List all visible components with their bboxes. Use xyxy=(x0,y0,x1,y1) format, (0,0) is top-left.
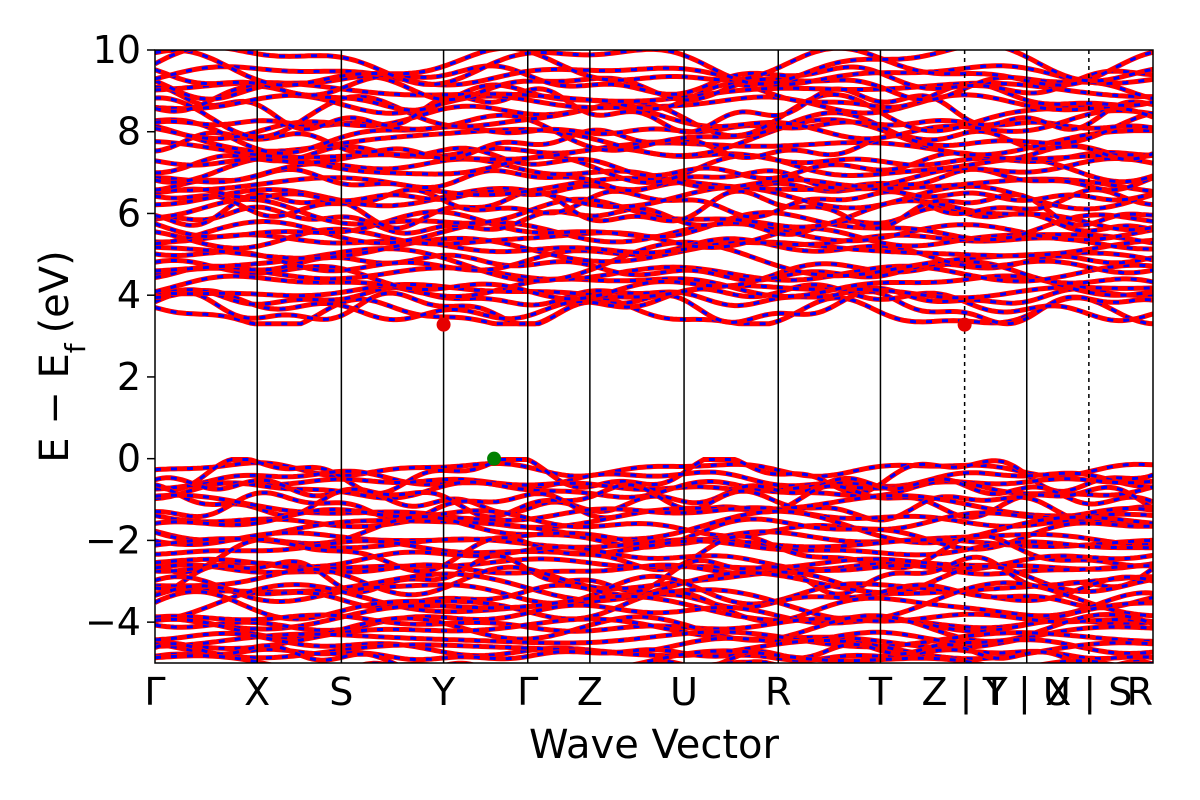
x-tick-label: Z xyxy=(577,670,603,714)
y-axis-title-unit: (eV) xyxy=(32,250,78,333)
y-axis-title-sub: f xyxy=(59,342,92,353)
x-tick-label: X xyxy=(244,670,270,714)
band-line-solid xyxy=(155,593,1153,632)
band-line-dashed xyxy=(155,50,1153,87)
x-axis-title: Wave Vector xyxy=(529,722,780,768)
band-line-dashed xyxy=(155,93,1153,139)
x-tick-label: S xyxy=(329,670,353,714)
plot-frame xyxy=(154,49,1154,664)
band-line-dashed xyxy=(155,477,1153,493)
y-axis-title-main: E − E xyxy=(32,353,78,463)
band-line-dashed xyxy=(155,81,1153,103)
band-line-dashed xyxy=(155,458,1153,496)
band-line-solid xyxy=(155,285,1153,309)
band-line-solid xyxy=(155,50,1153,88)
band-line-dashed xyxy=(155,153,1153,185)
band-line-dashed xyxy=(155,111,1153,155)
band-line-dashed xyxy=(155,590,1153,623)
band-line-dashed xyxy=(155,82,1153,113)
band-line-solid xyxy=(155,235,1153,265)
band-line-dashed xyxy=(155,581,1153,623)
band-line-dashed xyxy=(155,539,1153,557)
x-tick-label: R xyxy=(765,670,791,714)
extrema-markers xyxy=(436,317,972,466)
band-line-dashed xyxy=(155,176,1153,197)
y-tick-label: −2 xyxy=(85,518,141,562)
vbm-marker xyxy=(487,451,502,466)
band-line-dashed xyxy=(155,564,1153,597)
band-line-dashed xyxy=(155,263,1153,283)
y-axis: −4 −2 0 2 4 6 8 10 xyxy=(85,28,155,644)
y-axis-title: E − Ef (eV) xyxy=(32,250,92,463)
y-tick-label: −4 xyxy=(85,600,141,644)
y-tick-label: 4 xyxy=(117,273,141,317)
y-tick-label: 0 xyxy=(117,437,141,481)
band-line-dashed xyxy=(155,189,1153,230)
band-line-dashed xyxy=(155,197,1153,232)
band-line-dashed xyxy=(155,85,1153,134)
band-line-dashed xyxy=(155,493,1153,529)
band-line-dashed xyxy=(155,563,1153,576)
band-line-dashed xyxy=(155,118,1153,158)
x-tick-label: R xyxy=(1127,670,1153,714)
band-line-dashed xyxy=(155,647,1153,662)
band-line-dashed xyxy=(155,630,1153,649)
y-tick-label: 10 xyxy=(93,28,141,72)
band-line-solid xyxy=(155,468,1153,491)
band-line-dashed xyxy=(155,296,1153,326)
y-tick-label: 2 xyxy=(117,355,141,399)
band-line-dashed xyxy=(155,533,1153,574)
band-line-dashed xyxy=(155,205,1153,236)
band-line-dashed xyxy=(155,64,1153,97)
x-tick-label: Z | Y xyxy=(922,670,1009,715)
band-line-dashed xyxy=(155,630,1153,658)
band-line-dashed xyxy=(155,188,1153,219)
band-line-solid xyxy=(155,257,1153,302)
band-line-dashed xyxy=(155,617,1153,650)
band-line-dashed xyxy=(155,506,1153,529)
band-line-dashed xyxy=(155,461,1153,478)
kpath-lines xyxy=(256,50,1090,663)
band-line-dashed xyxy=(155,283,1153,323)
x-tick-label: X | S xyxy=(1045,670,1132,715)
band-line-solid xyxy=(155,505,1153,539)
band-line-solid xyxy=(155,63,1153,88)
x-tick-label: Γ xyxy=(517,670,538,714)
cbm-marker xyxy=(957,317,972,332)
band-line-solid xyxy=(155,508,1153,546)
band-line-dashed xyxy=(155,489,1153,523)
x-tick-label: T xyxy=(868,670,893,714)
band-line-dashed xyxy=(155,537,1153,550)
x-tick-label: Y xyxy=(431,670,456,714)
x-tick-label: T | U xyxy=(982,670,1071,715)
cbm-marker xyxy=(436,317,451,332)
band-line-dashed xyxy=(155,283,1153,300)
band-line-solid xyxy=(155,602,1153,634)
band-line-solid xyxy=(155,103,1153,142)
y-tick-label: 8 xyxy=(117,110,141,154)
band-line-solid xyxy=(155,209,1153,243)
x-tick-label: Γ xyxy=(144,670,165,714)
band-line-solid xyxy=(155,648,989,663)
y-tick-label: 6 xyxy=(117,191,141,235)
band-lines xyxy=(155,50,1153,663)
x-tick-label: U xyxy=(670,670,698,714)
